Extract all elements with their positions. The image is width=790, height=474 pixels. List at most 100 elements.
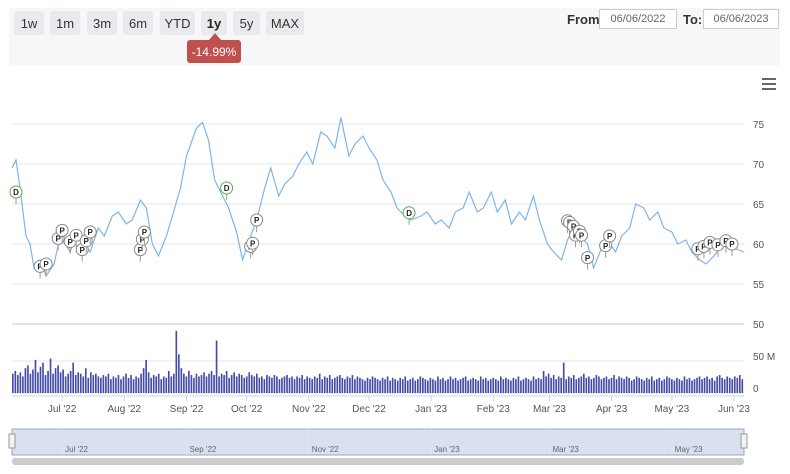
volume-bar — [258, 377, 261, 393]
volume-bar — [218, 376, 220, 393]
x-tick-label: Jul '22 — [48, 404, 77, 415]
volume-bar — [464, 376, 467, 393]
volume-bar — [507, 379, 510, 393]
volume-bar — [502, 379, 505, 393]
volume-bar — [127, 377, 130, 393]
volume-bar — [590, 379, 593, 393]
range-button-1y[interactable]: 1y — [201, 11, 227, 35]
volume-bar — [437, 376, 439, 393]
volume-bar — [613, 375, 615, 393]
volume-bar — [120, 379, 122, 393]
volume-bar — [256, 373, 258, 393]
volume-bar — [386, 376, 389, 393]
range-button-3m[interactable]: 3m — [87, 11, 117, 35]
volume-bar — [271, 377, 273, 393]
volume-bar — [635, 376, 638, 393]
volume-bar — [132, 379, 135, 393]
volume-bar — [321, 379, 324, 393]
volume-bar — [510, 380, 512, 393]
volume-bar — [165, 377, 168, 393]
volume-bar — [344, 379, 346, 393]
volume-bar — [273, 375, 276, 393]
range-button-6m[interactable]: 6m — [123, 11, 153, 35]
volume-bar — [640, 379, 643, 393]
change-badge: -14.99% — [187, 40, 241, 63]
volume-bar — [170, 376, 173, 393]
volume-bar — [160, 379, 163, 393]
volume-bar — [54, 368, 57, 393]
volume-bar — [557, 376, 560, 393]
volume-bar — [497, 380, 500, 393]
flag-label: P — [729, 240, 735, 249]
volume-bar — [162, 376, 165, 393]
volume-bar — [228, 377, 230, 393]
volume-bar — [374, 377, 376, 393]
volume-bar — [545, 376, 547, 393]
volume-bar — [291, 376, 293, 393]
flag-label: P — [250, 239, 256, 248]
volume-bar — [517, 376, 520, 393]
volume-bar — [188, 370, 190, 393]
volume-bar — [683, 376, 686, 393]
volume-bar — [369, 379, 371, 393]
volume-bar — [311, 379, 313, 393]
from-label: From: — [567, 12, 604, 27]
volume-bar — [663, 379, 666, 393]
volume-bar — [366, 377, 369, 393]
volume-bar — [512, 377, 515, 393]
volume-bar — [401, 379, 404, 393]
event-flag: P — [69, 228, 83, 248]
volume-bar — [406, 380, 409, 393]
volume-bar — [469, 379, 472, 393]
from-date-input[interactable] — [599, 9, 677, 29]
flag-circle — [603, 229, 617, 243]
volume-bar — [723, 379, 726, 393]
volume-bar — [560, 377, 563, 393]
volume-bar — [648, 379, 651, 393]
price-series — [11, 117, 745, 278]
volume-series — [12, 323, 744, 394]
volume-bar — [542, 370, 545, 393]
volume-bar — [628, 377, 630, 393]
volume-bar — [505, 377, 507, 393]
volume-bar — [117, 375, 120, 393]
volume-bar — [442, 377, 444, 393]
to-date-input[interactable] — [703, 9, 779, 29]
volume-bar — [527, 379, 530, 393]
volume-bar — [263, 379, 266, 393]
volume-bar — [288, 377, 291, 393]
range-button-max[interactable]: MAX — [266, 11, 304, 35]
volume-bar — [535, 379, 537, 393]
range-button-1m[interactable]: 1m — [50, 11, 80, 35]
navigator-right-handle[interactable] — [740, 433, 748, 449]
event-flag: P — [246, 236, 260, 256]
x-tick-label: Feb '23 — [477, 404, 510, 415]
volume-bar — [266, 375, 268, 393]
volume-bar — [565, 379, 568, 393]
volume-bar — [205, 376, 208, 393]
volume-bar — [102, 375, 105, 393]
volume-bar — [336, 376, 339, 393]
range-button-1w[interactable]: 1w — [14, 11, 44, 35]
volume-bar — [520, 380, 522, 393]
volume-bar — [671, 379, 673, 393]
volume-bar — [92, 375, 95, 393]
volume-bar — [203, 372, 205, 393]
volume-bar — [432, 379, 434, 393]
range-button-5y[interactable]: 5y — [233, 11, 260, 35]
volume-bar — [550, 377, 552, 393]
navigator-left-handle[interactable] — [8, 433, 16, 449]
volume-bar — [64, 376, 67, 393]
navigator-tick-label: May '23 — [675, 445, 703, 454]
volume-bar — [577, 377, 580, 393]
volume-bar — [389, 380, 391, 393]
volume-bar — [610, 377, 613, 393]
navigator-scrollbar[interactable] — [12, 458, 744, 465]
hamburger-menu-icon[interactable] — [762, 78, 776, 90]
volume-bar — [716, 376, 718, 393]
volume-bar — [72, 362, 75, 393]
range-button-ytd[interactable]: YTD — [160, 11, 195, 35]
volume-bar — [74, 375, 77, 393]
volume-bar — [195, 373, 198, 393]
event-flag: P — [575, 228, 589, 248]
